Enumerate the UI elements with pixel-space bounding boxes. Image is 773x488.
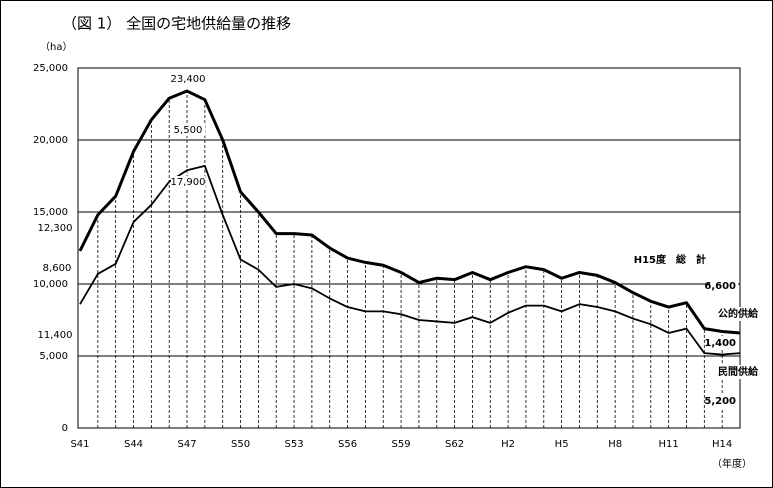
annotation-bg (171, 124, 205, 136)
x-tick-label: S56 (338, 439, 357, 450)
y-tick-label: 25,000 (33, 63, 68, 74)
annotation: 8,600 (43, 263, 72, 274)
side-label: 6,600 (704, 281, 736, 292)
annotation-bg (40, 262, 74, 274)
y-tick-label: 15,000 (33, 207, 68, 218)
x-tick-label: H14 (712, 439, 732, 450)
side-label: 公的供給 (718, 307, 759, 320)
x-tick-label: H11 (659, 439, 679, 450)
y-tick-label: 5,000 (39, 351, 68, 362)
plot-area (77, 67, 741, 429)
x-tick-label: H8 (608, 439, 622, 450)
y-tick-label: 10,000 (33, 279, 68, 290)
side-label-bg (710, 394, 738, 408)
annotation-bg (171, 73, 205, 85)
x-tick-label: H5 (555, 439, 569, 450)
annotation-bg (38, 329, 72, 341)
x-tick-label: S59 (392, 439, 411, 450)
side-label: 1,400 (704, 338, 736, 349)
side-label: 民間供給 (718, 365, 759, 378)
x-tick-label: S44 (124, 439, 143, 450)
chart-title: （図 1） 全国の宅地供給量の推移 (62, 15, 291, 33)
y-axis-label: （ha） (40, 41, 72, 53)
side-label: H15度 総 計 (634, 253, 706, 266)
annotation: 12,300 (38, 223, 73, 234)
series-line (78, 89, 741, 335)
side-label-bg (710, 336, 738, 350)
side-label-bg (710, 307, 760, 321)
series-line (79, 165, 741, 356)
side-label-bg (658, 253, 708, 267)
side-label-bg (710, 279, 738, 293)
annotation: 23,400 (171, 74, 206, 85)
y-tick-label: 20,000 (33, 135, 68, 146)
annotation: 11,400 (38, 330, 73, 341)
annotation-bg (171, 176, 205, 188)
annotation-bg (38, 222, 72, 234)
x-axis-label: （年度） (712, 457, 752, 470)
x-tick-label: S41 (70, 439, 89, 450)
y-tick-label: 0 (62, 423, 68, 434)
x-tick-label: S47 (177, 439, 196, 450)
x-tick-label: S50 (231, 439, 250, 450)
x-tick-label: S62 (445, 439, 464, 450)
side-label-bg (710, 365, 760, 379)
side-label: 5,200 (704, 396, 736, 407)
x-tick-label: S53 (285, 439, 304, 450)
annotation: 5,500 (174, 125, 203, 136)
x-tick-label: H2 (501, 439, 515, 450)
annotation: 17,900 (171, 177, 206, 188)
